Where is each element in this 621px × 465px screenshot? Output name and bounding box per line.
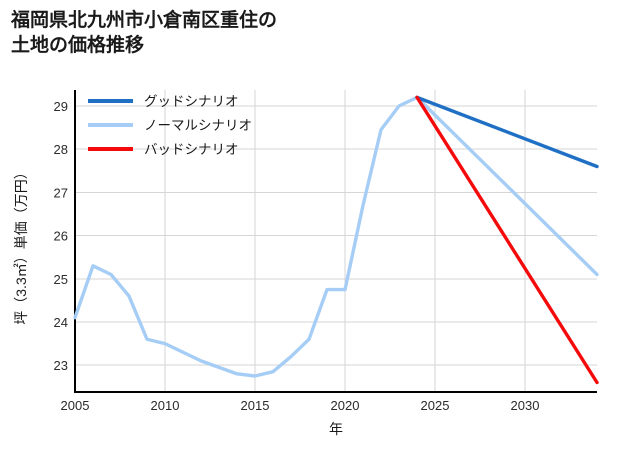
legend-label: グッドシナリオ: [144, 94, 239, 109]
x-tick-label: 2010: [151, 398, 180, 413]
x-tick-labels: 2005 2010 2015 2020 2025 2030: [61, 398, 540, 413]
legend-label: ノーマルシナリオ: [144, 118, 252, 133]
y-tick-label: 29: [54, 99, 68, 114]
y-axis-title: 坪（3.3㎡）単価（万円）: [13, 165, 29, 324]
y-tick-label: 27: [54, 185, 68, 200]
x-tick-label: 2015: [241, 398, 270, 413]
x-axis-title: 年: [329, 421, 343, 437]
series-line-normal: [73, 95, 599, 378]
y-tick-label: 24: [54, 315, 68, 330]
series-line-good: [415, 95, 599, 169]
series-paths: [73, 95, 599, 385]
y-tick-label: 28: [54, 142, 68, 157]
legend-label: バッドシナリオ: [144, 142, 239, 157]
series-line-bad: [415, 95, 599, 385]
x-tick-label: 2030: [511, 398, 540, 413]
y-tick-label: 26: [54, 229, 68, 244]
x-tick-label: 2025: [421, 398, 450, 413]
y-tick-label: 23: [54, 358, 68, 373]
y-tick-label: 25: [54, 272, 68, 287]
axis-lines: [74, 90, 597, 393]
x-tick-label: 2020: [331, 398, 360, 413]
y-tick-labels: 23 24 25 26 27 28 29: [54, 99, 68, 373]
chart-title: 福岡県北九州市小倉南区重住の 土地の価格推移: [11, 10, 278, 56]
x-tick-label: 2005: [61, 398, 90, 413]
